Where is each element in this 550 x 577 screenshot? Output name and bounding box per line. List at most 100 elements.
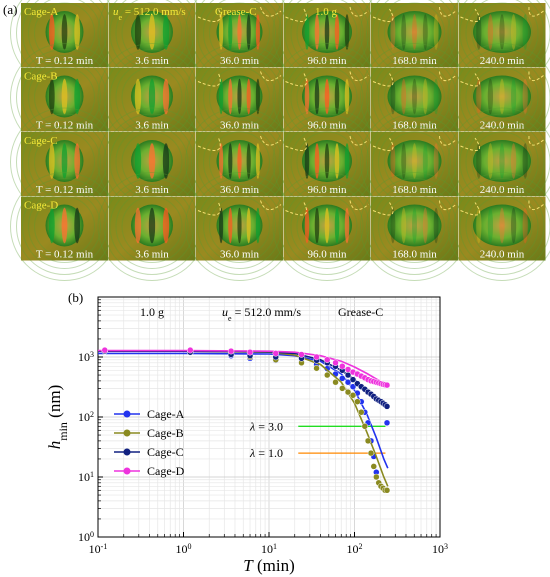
fringe-band (510, 207, 517, 244)
fringe-band (314, 78, 320, 115)
contact-zone (473, 11, 531, 53)
fit-curve (98, 352, 389, 469)
fringe-band (433, 78, 439, 115)
fringe-band (219, 14, 224, 50)
fringe-band (401, 14, 407, 50)
fringe-band (237, 78, 242, 115)
grease-boundary (285, 71, 369, 87)
data-point (373, 473, 380, 481)
grease-boundary (460, 200, 544, 216)
fringe-band (148, 143, 156, 179)
data-point (298, 351, 305, 358)
data-point (354, 398, 361, 405)
fringe-band (74, 78, 81, 115)
fringe-band (255, 207, 260, 244)
data-point (361, 423, 369, 430)
lambda-label: λ = 3.0 (249, 419, 283, 433)
ring (121, 196, 183, 257)
ring (28, 190, 101, 263)
ring (22, 184, 107, 269)
ring (384, 196, 445, 257)
fringe-band (422, 143, 428, 179)
data-point (313, 353, 320, 361)
data-point (383, 419, 391, 427)
x-tick-label: 100 (176, 542, 192, 557)
tile-4-1: T = 0.12 min Cage-D (10, 172, 119, 281)
ring (34, 67, 95, 128)
data-point (332, 378, 339, 386)
legend-label: Cage-B (147, 426, 184, 440)
fringe-band (162, 78, 170, 115)
header-speed: ue = 512.0 mm/s (222, 305, 301, 323)
fringe-band (510, 78, 517, 115)
data-point (344, 378, 352, 386)
fringe-band (390, 143, 396, 179)
tile-2-1: T = 0.12 min Cage-B (10, 43, 119, 152)
row-label: Cage-D (24, 200, 58, 212)
tile-time-label: 3.6 min (135, 120, 169, 132)
fringe-band (476, 14, 482, 50)
fringe-band (412, 207, 417, 244)
fringe-band (134, 78, 142, 115)
tile-time-label: 36.0 min (220, 184, 260, 196)
fringe-band (255, 14, 260, 50)
tile-time-label: 36.0 min (220, 55, 260, 67)
ring (296, 67, 358, 128)
tile-3-2: 3.6 min (97, 107, 207, 217)
legend-marker (123, 429, 131, 437)
tile-time-label: 3.6 min (135, 55, 169, 67)
fringe-band (401, 143, 407, 179)
fringe-band (237, 14, 242, 50)
legend-label: Cage-D (147, 464, 185, 478)
ring (209, 2, 270, 64)
tile-time-label: 36.0 min (220, 249, 260, 261)
fringe-band (48, 143, 55, 179)
fringe-band (246, 78, 251, 115)
fringe-band (522, 207, 528, 244)
fringe-band (148, 14, 156, 50)
ring (372, 184, 457, 269)
contact-zone (387, 75, 442, 118)
legend-marker (123, 467, 131, 475)
speed-symbol: u (113, 6, 119, 18)
ring (459, 184, 545, 269)
fringe-band (344, 14, 350, 50)
ring (384, 67, 445, 128)
grid (97, 297, 440, 538)
fringe-band (148, 78, 156, 115)
grease-boundary (460, 135, 544, 151)
fringe-band (219, 207, 224, 244)
fringe-band (487, 78, 494, 115)
ring (197, 184, 282, 269)
fringe-band (334, 207, 340, 244)
grease-boundary (372, 6, 457, 22)
fringe-band (228, 78, 233, 115)
contact-zone (473, 204, 531, 247)
tile-time-label: 240.0 min (480, 120, 525, 132)
grease-boundary (372, 200, 457, 216)
fringe-band (48, 207, 55, 244)
x-tick-label: 101 (261, 542, 277, 557)
ring (296, 2, 358, 64)
y-tick-label: 101 (78, 470, 94, 485)
grease-boundary (372, 71, 457, 87)
tile-time-label: 96.0 min (307, 55, 347, 67)
tile-2-4: 96.0 min (272, 43, 382, 152)
fringe-band (433, 14, 439, 50)
ring (296, 196, 358, 257)
x-tick-label: 10-1 (89, 542, 108, 557)
fringe-band (219, 143, 224, 179)
data-point (349, 392, 357, 399)
grease-boundary (285, 6, 369, 22)
data-point (339, 363, 346, 370)
ring (209, 196, 270, 257)
fringe-band (162, 14, 170, 50)
grease-boundary (460, 6, 544, 22)
fringe-band (344, 78, 350, 115)
tile-4-2: 3.6 min (97, 172, 207, 281)
fringe-band (412, 143, 417, 179)
panel-a-interference-images: (a) T = 0.12 min Cage-A 3.6 min 36.0 min 96.… (3, 0, 550, 281)
grease-boundary (285, 200, 369, 216)
fringe-band (401, 207, 407, 244)
